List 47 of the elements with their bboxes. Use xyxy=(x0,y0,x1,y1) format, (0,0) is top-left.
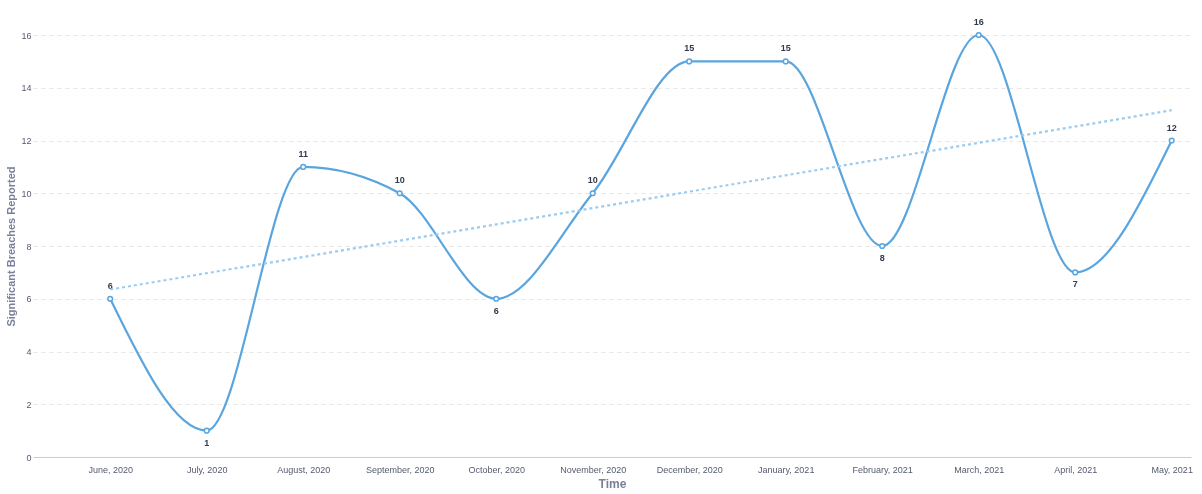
x-tick-label: October, 2020 xyxy=(468,464,525,475)
data-label: 6 xyxy=(107,280,113,291)
data-label: 8 xyxy=(879,253,885,263)
point xyxy=(300,163,307,170)
point xyxy=(107,295,114,302)
x-tick-label: March, 2021 xyxy=(954,464,1005,475)
data-label: 11 xyxy=(298,148,308,159)
data-label: 12 xyxy=(1166,122,1177,133)
y-tick-label: 0 xyxy=(26,452,32,463)
y-tick-label: 4 xyxy=(26,347,32,357)
x-tick-label: November, 2020 xyxy=(560,464,627,475)
x-tick-label: June, 2020 xyxy=(88,464,133,475)
y-axis-title: Significant Breaches Reported xyxy=(5,166,18,327)
data-label: 10 xyxy=(587,175,598,186)
point xyxy=(1168,137,1175,144)
data-label: 16 xyxy=(973,17,984,27)
y-tick-label: 10 xyxy=(21,188,32,199)
data-label: 15 xyxy=(684,43,695,54)
data-label: 7 xyxy=(1072,279,1078,290)
data-label: 1 xyxy=(204,437,210,448)
y-tick-label: 6 xyxy=(26,294,32,305)
point xyxy=(782,58,789,65)
y-tick-label: 2 xyxy=(26,399,32,410)
x-tick-label: February, 2021 xyxy=(852,464,913,475)
x-tick-label: April, 2021 xyxy=(1054,464,1098,475)
point xyxy=(396,190,403,197)
y-tick-label: 12 xyxy=(21,136,32,146)
point xyxy=(1072,269,1079,276)
data-label: 10 xyxy=(394,175,405,186)
point xyxy=(203,427,210,434)
x-tick-label: January, 2021 xyxy=(758,464,815,475)
x-tick-label: May, 2021 xyxy=(1151,464,1193,475)
data-label: 6 xyxy=(493,305,499,316)
y-tick-label: 8 xyxy=(26,241,32,252)
data-label: 15 xyxy=(780,43,791,54)
x-tick-label: December, 2020 xyxy=(656,464,723,475)
point xyxy=(686,58,693,65)
x-tick-label: August, 2020 xyxy=(277,464,331,475)
x-axis-title: Time xyxy=(598,476,627,491)
x-tick-label: July, 2020 xyxy=(187,464,228,475)
y-tick-label: 14 xyxy=(21,83,32,94)
point xyxy=(493,295,500,302)
point xyxy=(975,31,982,39)
x-tick-label: September, 2020 xyxy=(365,464,435,475)
point xyxy=(879,242,886,250)
y-tick-label: 16 xyxy=(21,30,32,41)
point xyxy=(589,190,596,197)
